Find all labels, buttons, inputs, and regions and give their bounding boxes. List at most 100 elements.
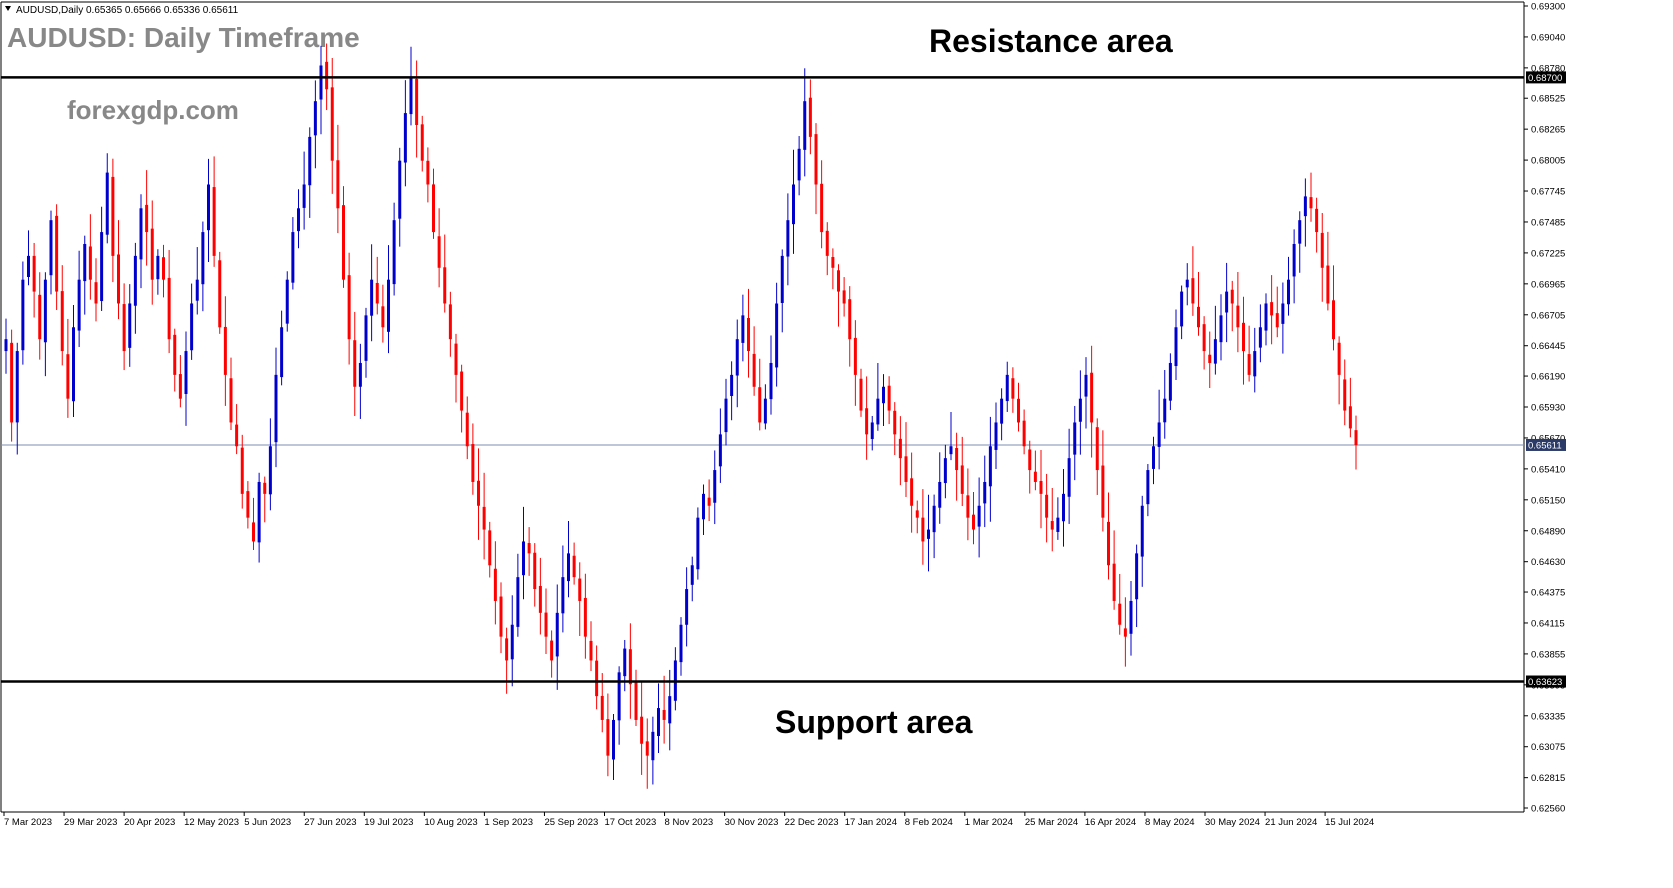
x-tick-label: 30 Nov 2023 <box>725 817 779 828</box>
candle-body <box>1095 427 1099 471</box>
candle-body <box>634 680 638 720</box>
candle-bearish <box>263 476 267 523</box>
candle-bearish <box>55 204 59 310</box>
candle-body <box>763 398 767 424</box>
candle-body <box>195 279 199 301</box>
candle-body <box>381 306 385 328</box>
candle-bullish <box>516 553 520 637</box>
candle-body <box>285 279 289 324</box>
candle-body <box>865 408 869 435</box>
candle-body <box>786 220 790 257</box>
x-tick-label: 22 Dec 2023 <box>785 817 839 828</box>
candle-bearish <box>1191 246 1195 316</box>
candle-bullish <box>876 363 880 431</box>
watermark-title: AUDUSD: Daily Timeframe <box>7 22 360 53</box>
candle-body <box>409 77 413 115</box>
candle-body <box>21 279 25 351</box>
candle-body <box>274 374 278 443</box>
candle-bullish <box>257 472 261 563</box>
candle-bearish <box>1107 492 1110 580</box>
candle-bullish <box>994 402 998 469</box>
candle-body <box>1028 449 1032 471</box>
candle-bearish <box>1090 345 1094 458</box>
candle-body <box>932 505 936 533</box>
candle-bullish <box>1140 495 1144 587</box>
candle-body <box>1332 300 1335 340</box>
candle-bullish <box>274 347 278 468</box>
candle-bearish <box>1017 382 1020 432</box>
candle-body <box>1320 232 1324 268</box>
candle-body <box>358 362 362 387</box>
candle-body <box>105 172 109 235</box>
candle-body <box>43 279 47 343</box>
candle-bearish <box>1354 415 1358 470</box>
candle-bearish <box>898 416 902 486</box>
candle-body <box>887 385 891 411</box>
candle-body <box>612 719 615 760</box>
candle-bearish <box>583 573 587 659</box>
candle-bearish <box>533 543 537 607</box>
candle-body <box>302 184 306 208</box>
candle-bullish <box>1062 468 1065 547</box>
candle-body <box>994 422 998 450</box>
candle-body <box>347 275 351 340</box>
candle-bearish <box>640 681 644 775</box>
candle-bullish <box>285 271 289 332</box>
candle-body <box>308 136 312 186</box>
candle-body <box>859 378 863 411</box>
candle-body <box>66 354 70 399</box>
y-tick-label: 0.68525 <box>1531 94 1565 105</box>
candle-body <box>1292 243 1296 277</box>
symbol-dropdown-icon[interactable] <box>5 6 11 11</box>
candle-bullish <box>100 206 104 312</box>
support-price-tag-bg <box>1526 675 1566 688</box>
candle-body <box>550 640 554 661</box>
candle-body <box>1168 362 1172 401</box>
candle-body <box>342 205 345 280</box>
candle-body <box>1101 465 1105 518</box>
candle-bullish <box>1180 285 1184 340</box>
candle-body <box>10 342 14 423</box>
candle-body <box>415 78 419 125</box>
candle-body <box>370 279 374 316</box>
candle-body <box>173 334 177 375</box>
x-tick-label: 7 Mar 2023 <box>4 817 52 828</box>
candle-body <box>1050 521 1054 530</box>
y-tick-label: 0.64890 <box>1531 526 1565 537</box>
candle-bearish <box>865 376 869 460</box>
candle-body <box>1354 430 1358 446</box>
candle-bullish <box>409 46 413 126</box>
candle-body <box>190 303 194 351</box>
candle-body <box>516 577 520 627</box>
candle-bearish <box>252 497 255 550</box>
candle-bearish <box>1337 336 1341 405</box>
candle-bullish <box>268 418 272 511</box>
candle-body <box>1287 279 1290 305</box>
candle-bullish <box>27 230 30 286</box>
candle-body <box>966 495 970 518</box>
candle-bullish <box>977 477 981 558</box>
y-tick-label: 0.67485 <box>1531 217 1565 228</box>
candle-body <box>319 65 323 100</box>
candle-body <box>375 282 379 304</box>
y-tick-label: 0.63335 <box>1531 711 1565 722</box>
candle-bullish <box>133 242 137 334</box>
candle-bearish <box>814 123 818 215</box>
candle-body <box>595 660 599 697</box>
candle-bearish <box>353 311 357 416</box>
candle-bearish <box>229 357 233 430</box>
candle-bearish <box>437 208 441 288</box>
candle-body <box>797 148 801 181</box>
candle-bullish <box>1146 464 1150 517</box>
candle-body <box>1017 398 1020 423</box>
candle-bearish <box>178 354 182 408</box>
candle-bearish <box>1247 325 1251 382</box>
candle-bearish <box>1118 573 1122 635</box>
candle-bearish <box>1343 359 1347 426</box>
candle-body <box>432 184 435 233</box>
candle-body <box>1152 446 1155 469</box>
candle-body <box>426 160 430 185</box>
candle-body <box>707 497 711 506</box>
candle-bearish <box>960 436 964 507</box>
candle-body <box>1225 291 1229 313</box>
